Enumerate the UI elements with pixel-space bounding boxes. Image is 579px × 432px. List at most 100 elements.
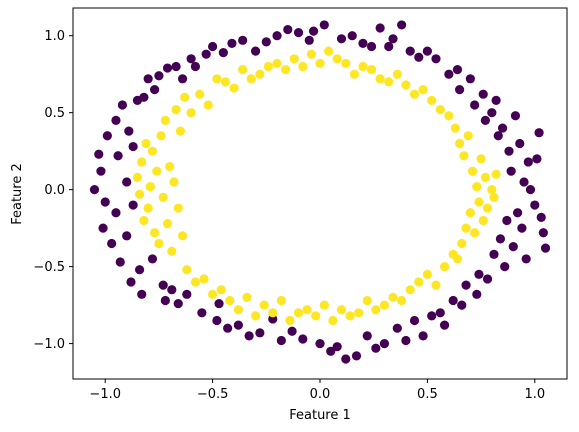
y-tick-label: 0.5: [44, 106, 65, 121]
data-point-class-0: [532, 154, 542, 164]
data-point-class-0: [190, 61, 201, 72]
data-point-class-0: [452, 64, 463, 75]
data-point-class-0: [487, 108, 497, 118]
data-point-class-0: [336, 34, 347, 44]
data-point-class-1: [358, 61, 368, 72]
y-tick-label: 0.0: [44, 183, 65, 198]
data-point-class-1: [169, 177, 179, 187]
data-point-class-0: [332, 342, 342, 352]
data-point-class-1: [220, 77, 231, 87]
data-point-class-0: [375, 23, 385, 33]
data-point-class-1: [487, 185, 497, 195]
data-point-class-0: [117, 100, 127, 110]
data-point-class-0: [171, 61, 181, 72]
data-point-class-1: [229, 83, 239, 93]
data-point-class-0: [122, 177, 132, 187]
data-point-class-0: [444, 69, 454, 79]
data-point-class-0: [126, 277, 136, 287]
data-point-class-1: [165, 161, 175, 172]
data-point-class-0: [167, 285, 177, 295]
data-point-class-1: [467, 166, 478, 176]
data-point-class-0: [465, 74, 475, 84]
x-tick-label: 1.0: [524, 387, 545, 402]
data-point-class-0: [255, 328, 265, 338]
data-point-class-1: [276, 295, 286, 306]
data-point-class-1: [203, 100, 213, 110]
data-point-class-0: [448, 295, 458, 306]
data-point-class-0: [347, 31, 357, 41]
data-point-class-1: [455, 138, 465, 149]
data-point-class-0: [461, 280, 471, 290]
data-point-class-0: [530, 200, 540, 210]
data-point-class-1: [341, 58, 351, 69]
data-point-class-1: [143, 203, 153, 213]
data-point-class-0: [158, 280, 168, 290]
data-point-class-0: [384, 41, 394, 52]
data-point-class-0: [177, 74, 188, 84]
data-point-class-1: [259, 300, 269, 310]
data-point-class-0: [362, 331, 372, 341]
data-point-class-1: [465, 208, 475, 218]
data-point-class-1: [461, 223, 471, 233]
data-point-class-0: [122, 231, 132, 241]
data-point-class-0: [154, 71, 164, 81]
data-point-class-0: [482, 274, 493, 284]
data-point-class-0: [472, 289, 482, 299]
data-point-class-0: [427, 311, 437, 321]
data-point-class-0: [134, 265, 145, 275]
data-point-class-0: [201, 49, 211, 59]
data-point-class-0: [128, 200, 138, 210]
data-point-class-1: [268, 308, 278, 318]
data-point-class-1: [470, 228, 480, 238]
data-point-class-1: [366, 64, 377, 75]
data-point-class-1: [298, 61, 308, 72]
data-point-class-0: [470, 100, 480, 110]
data-point-class-1: [242, 292, 252, 303]
data-point-class-1: [414, 277, 424, 287]
data-point-class-1: [167, 246, 177, 256]
data-point-class-1: [233, 305, 243, 315]
data-point-class-0: [489, 249, 499, 259]
data-point-class-1: [375, 74, 385, 84]
data-point-class-1: [180, 92, 190, 102]
data-point-class-1: [444, 111, 454, 121]
data-point-class-0: [500, 262, 510, 272]
x-axis: −1.0 −0.5 0.0 0.5 1.0: [89, 379, 545, 402]
data-point-class-0: [525, 185, 536, 195]
data-point-class-1: [263, 61, 274, 72]
data-point-class-0: [197, 308, 207, 318]
data-point-class-1: [323, 46, 334, 56]
data-point-class-1: [315, 58, 325, 69]
data-point-class-1: [186, 108, 196, 118]
x-tick-label: 0.0: [310, 387, 331, 402]
data-point-class-1: [439, 262, 450, 272]
data-point-class-0: [244, 331, 254, 341]
data-point-class-1: [293, 308, 304, 318]
data-point-class-0: [89, 185, 100, 195]
data-point-class-0: [293, 28, 304, 38]
x-axis-label: Feature 1: [289, 408, 351, 423]
data-point-class-1: [175, 126, 185, 136]
data-point-class-1: [160, 115, 170, 125]
data-point-class-1: [281, 64, 291, 75]
data-point-class-1: [384, 77, 394, 87]
data-point-class-1: [345, 311, 355, 321]
data-point-class-0: [227, 38, 237, 49]
data-point-class-1: [171, 105, 181, 115]
data-point-class-1: [405, 285, 415, 295]
data-point-class-1: [216, 285, 226, 295]
data-point-class-0: [182, 289, 192, 299]
data-point-class-1: [332, 54, 342, 64]
data-point-class-1: [156, 131, 166, 141]
y-tick-label: −0.5: [33, 260, 65, 275]
data-point-class-0: [371, 343, 381, 353]
data-point-class-1: [354, 308, 364, 318]
data-point-class-0: [495, 234, 506, 244]
data-point-class-1: [319, 300, 329, 310]
data-point-class-1: [463, 131, 473, 141]
data-point-class-0: [418, 331, 428, 341]
data-point-class-0: [315, 338, 325, 349]
data-point-class-0: [214, 298, 224, 309]
data-point-class-0: [143, 74, 153, 84]
data-point-class-1: [177, 231, 188, 241]
